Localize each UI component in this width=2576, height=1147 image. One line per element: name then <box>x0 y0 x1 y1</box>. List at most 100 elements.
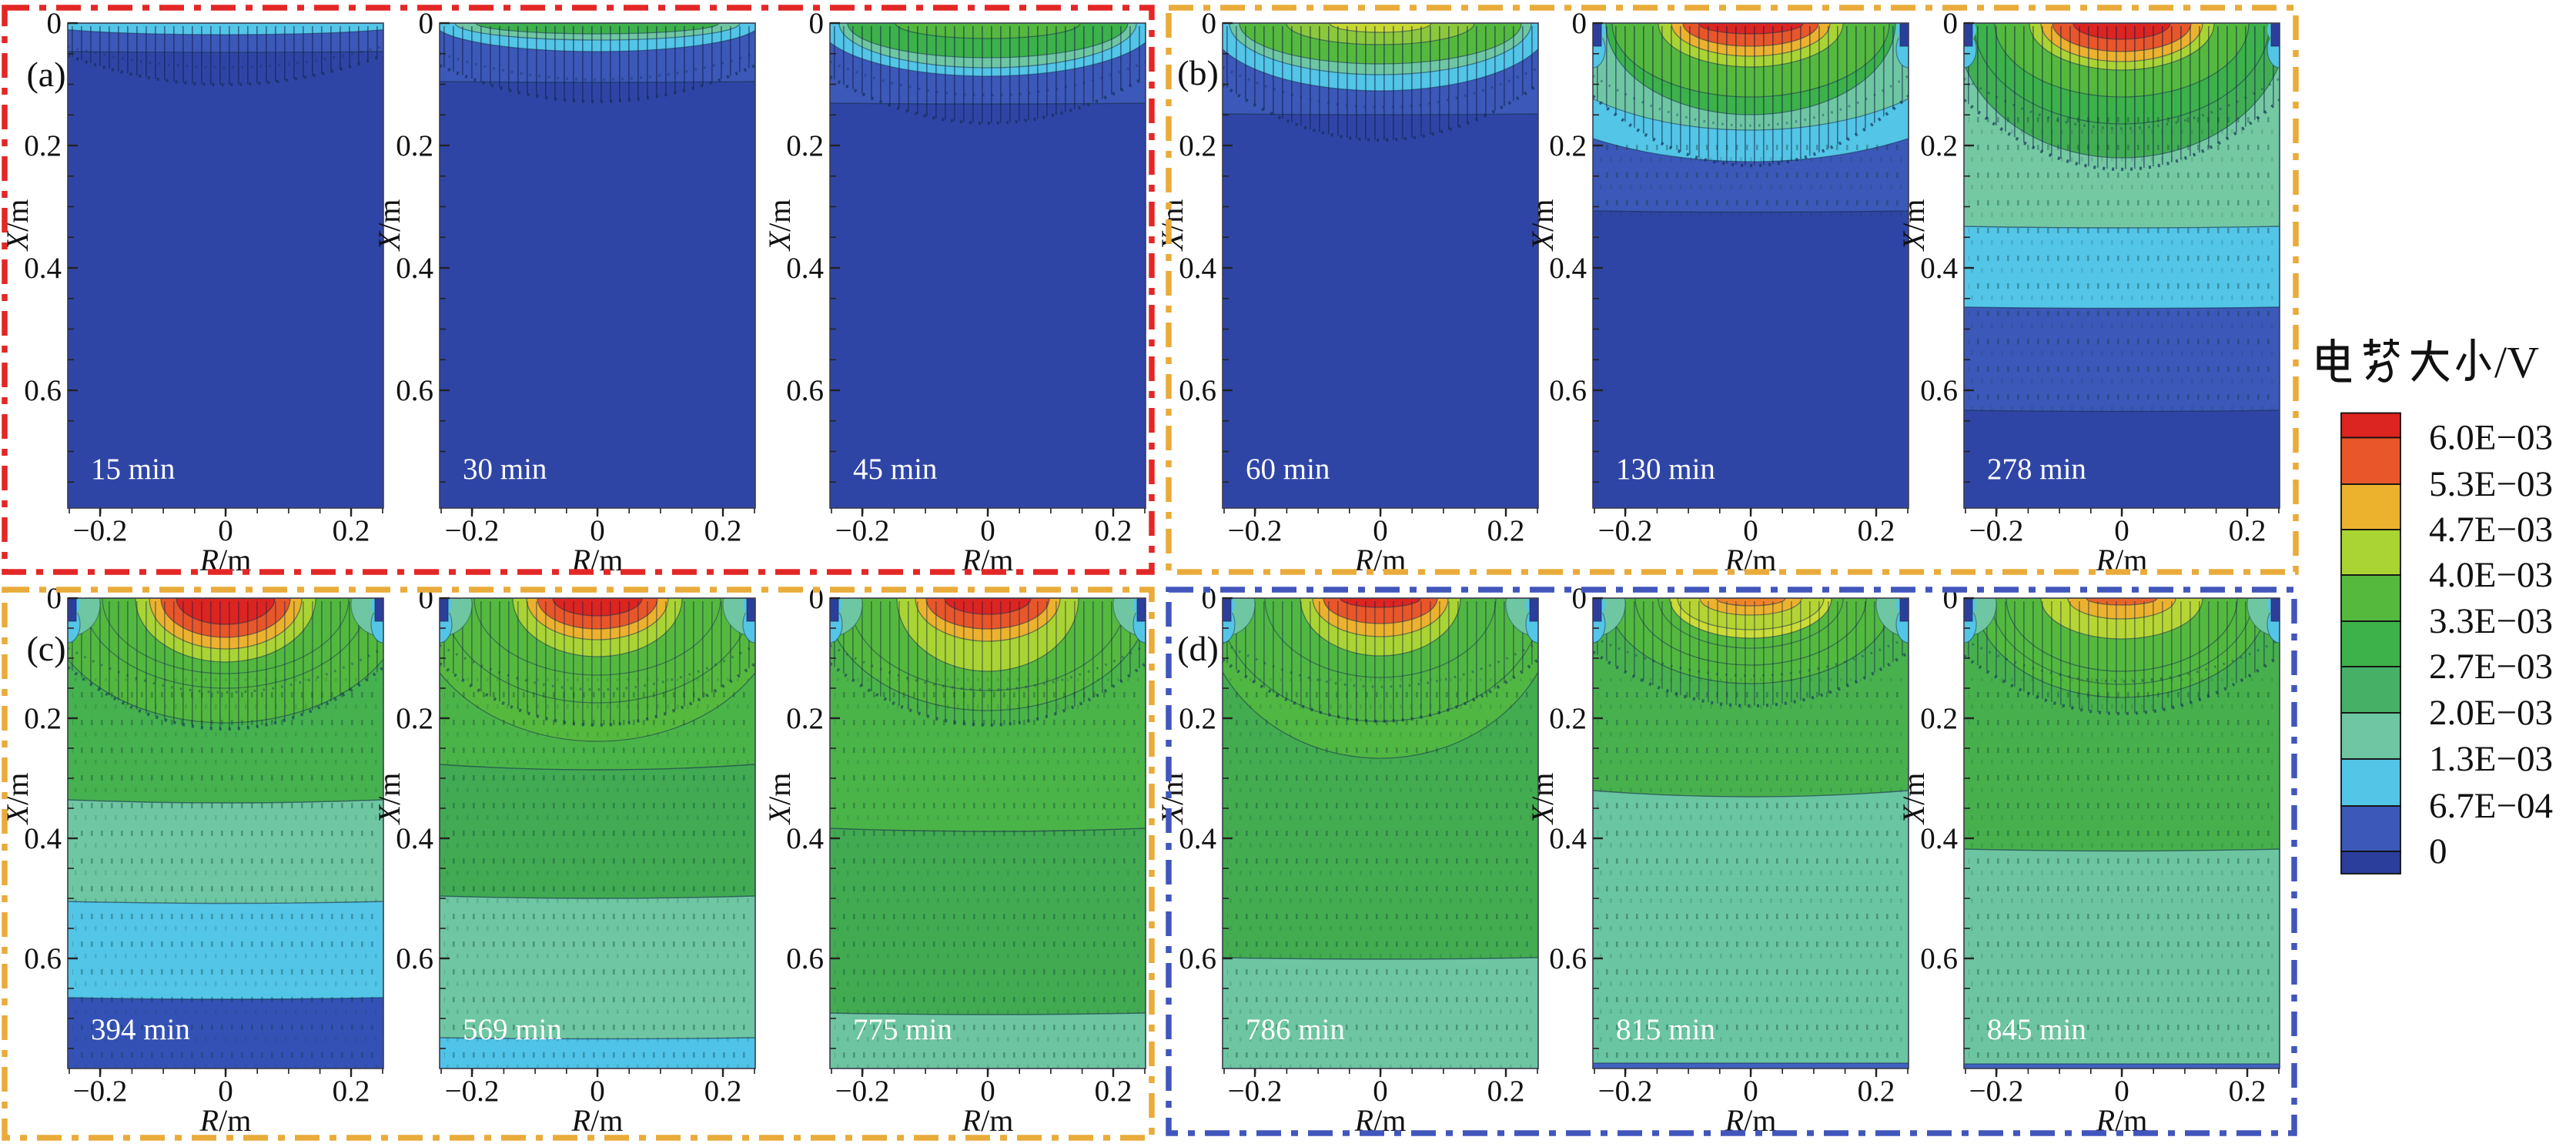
svg-text:0.4: 0.4 <box>396 822 433 855</box>
svg-text:0.2: 0.2 <box>24 129 62 162</box>
svg-text:R/m: R/m <box>2096 543 2148 577</box>
svg-text:30 min: 30 min <box>463 453 547 486</box>
svg-text:0.2: 0.2 <box>1858 1075 1895 1108</box>
svg-text:X/m: X/m <box>1525 199 1560 252</box>
svg-text:/V: /V <box>2494 337 2539 387</box>
svg-text:0.2: 0.2 <box>396 129 433 162</box>
svg-text:R/m: R/m <box>571 1103 624 1138</box>
svg-text:(b): (b) <box>1177 53 1219 92</box>
svg-text:−0.2: −0.2 <box>1228 514 1283 547</box>
svg-text:0.2: 0.2 <box>333 514 370 547</box>
svg-text:815 min: 815 min <box>1616 1013 1715 1046</box>
svg-text:(a): (a) <box>26 55 65 94</box>
svg-text:R/m: R/m <box>199 1103 252 1138</box>
svg-text:786 min: 786 min <box>1246 1013 1345 1046</box>
svg-text:0.6: 0.6 <box>1549 942 1587 975</box>
svg-text:−0.2: −0.2 <box>445 1075 500 1108</box>
svg-text:0.2: 0.2 <box>333 1075 370 1108</box>
svg-text:0.6: 0.6 <box>396 374 433 407</box>
svg-text:6.0E−03: 6.0E−03 <box>2429 418 2553 458</box>
svg-text:0.6: 0.6 <box>396 942 433 975</box>
svg-text:X/m: X/m <box>1155 199 1189 252</box>
svg-text:0.2: 0.2 <box>1487 514 1525 547</box>
svg-text:0.4: 0.4 <box>1179 252 1216 285</box>
svg-text:0: 0 <box>1572 7 1587 40</box>
svg-text:4.0E−03: 4.0E−03 <box>2429 555 2553 595</box>
svg-text:0.2: 0.2 <box>1549 702 1587 735</box>
svg-text:0.4: 0.4 <box>1920 252 1958 285</box>
svg-text:0.6: 0.6 <box>1920 942 1958 975</box>
svg-text:0: 0 <box>1743 1075 1758 1108</box>
svg-text:X/m: X/m <box>372 199 406 252</box>
svg-text:0.2: 0.2 <box>396 702 433 735</box>
svg-text:X/m: X/m <box>1896 773 1931 826</box>
svg-text:0.2: 0.2 <box>2229 514 2267 547</box>
svg-text:0.2: 0.2 <box>786 702 824 735</box>
svg-text:0.6: 0.6 <box>1179 942 1216 975</box>
svg-text:0: 0 <box>1202 7 1217 40</box>
svg-text:6.7E−04: 6.7E−04 <box>2429 786 2553 826</box>
svg-text:(c): (c) <box>26 629 65 668</box>
svg-text:0.4: 0.4 <box>786 822 824 855</box>
svg-text:0: 0 <box>1373 514 1388 547</box>
svg-text:0: 0 <box>2114 514 2129 547</box>
svg-text:4.7E−03: 4.7E−03 <box>2429 510 2553 550</box>
svg-text:0: 0 <box>1373 1075 1388 1108</box>
svg-text:0: 0 <box>419 7 434 40</box>
svg-text:0.2: 0.2 <box>786 129 824 162</box>
svg-text:278 min: 278 min <box>1987 453 2086 486</box>
svg-text:45 min: 45 min <box>853 453 937 486</box>
svg-text:0.2: 0.2 <box>1858 514 1895 547</box>
svg-text:−0.2: −0.2 <box>1969 514 2024 547</box>
svg-text:0.2: 0.2 <box>1920 129 1958 162</box>
svg-text:0.6: 0.6 <box>1549 374 1587 407</box>
svg-text:2.0E−03: 2.0E−03 <box>2429 693 2553 733</box>
svg-text:−0.2: −0.2 <box>1969 1075 2024 1108</box>
svg-text:0.4: 0.4 <box>396 252 433 285</box>
svg-text:0.6: 0.6 <box>786 374 824 407</box>
svg-text:X/m: X/m <box>762 199 797 252</box>
svg-text:0: 0 <box>590 1075 605 1108</box>
svg-text:394 min: 394 min <box>91 1013 190 1046</box>
svg-text:0.6: 0.6 <box>24 942 62 975</box>
svg-text:1.3E−03: 1.3E−03 <box>2429 739 2553 779</box>
svg-text:−0.2: −0.2 <box>835 1075 890 1108</box>
svg-text:−0.2: −0.2 <box>445 514 500 547</box>
svg-text:0.4: 0.4 <box>1179 822 1216 855</box>
svg-text:0.2: 0.2 <box>1179 702 1216 735</box>
svg-text:0: 0 <box>2114 1075 2129 1108</box>
svg-text:0.2: 0.2 <box>1549 129 1587 162</box>
svg-text:0: 0 <box>218 1075 233 1108</box>
svg-text:0.6: 0.6 <box>1920 374 1958 407</box>
svg-text:0: 0 <box>2429 831 2447 871</box>
svg-text:0: 0 <box>47 7 62 40</box>
svg-text:130 min: 130 min <box>1616 453 1715 486</box>
svg-text:0.4: 0.4 <box>1549 252 1587 285</box>
svg-text:0: 0 <box>809 582 825 615</box>
svg-text:0: 0 <box>809 7 825 40</box>
svg-text:0.2: 0.2 <box>1920 702 1958 735</box>
svg-text:5.3E−03: 5.3E−03 <box>2429 464 2553 504</box>
svg-text:15 min: 15 min <box>91 453 175 486</box>
svg-text:0.6: 0.6 <box>24 374 62 407</box>
svg-text:0: 0 <box>980 514 995 547</box>
svg-text:R/m: R/m <box>571 543 624 577</box>
svg-text:−0.2: −0.2 <box>1228 1075 1283 1108</box>
svg-text:0.2: 0.2 <box>24 702 62 735</box>
svg-text:0.2: 0.2 <box>1095 1075 1132 1108</box>
svg-text:0: 0 <box>218 514 233 547</box>
svg-text:R/m: R/m <box>962 1103 1014 1138</box>
svg-text:X/m: X/m <box>1896 199 1931 252</box>
svg-text:0.6: 0.6 <box>1179 374 1216 407</box>
svg-text:−0.2: −0.2 <box>73 514 128 547</box>
svg-text:60 min: 60 min <box>1246 453 1330 486</box>
svg-text:0.2: 0.2 <box>1095 514 1132 547</box>
svg-text:0.4: 0.4 <box>1920 822 1958 855</box>
svg-text:−0.2: −0.2 <box>835 514 890 547</box>
svg-text:0: 0 <box>980 1075 995 1108</box>
svg-text:0: 0 <box>590 514 605 547</box>
svg-text:775 min: 775 min <box>853 1013 952 1046</box>
svg-text:845 min: 845 min <box>1987 1013 2086 1046</box>
svg-text:0.4: 0.4 <box>786 252 824 285</box>
svg-text:0: 0 <box>1743 514 1758 547</box>
